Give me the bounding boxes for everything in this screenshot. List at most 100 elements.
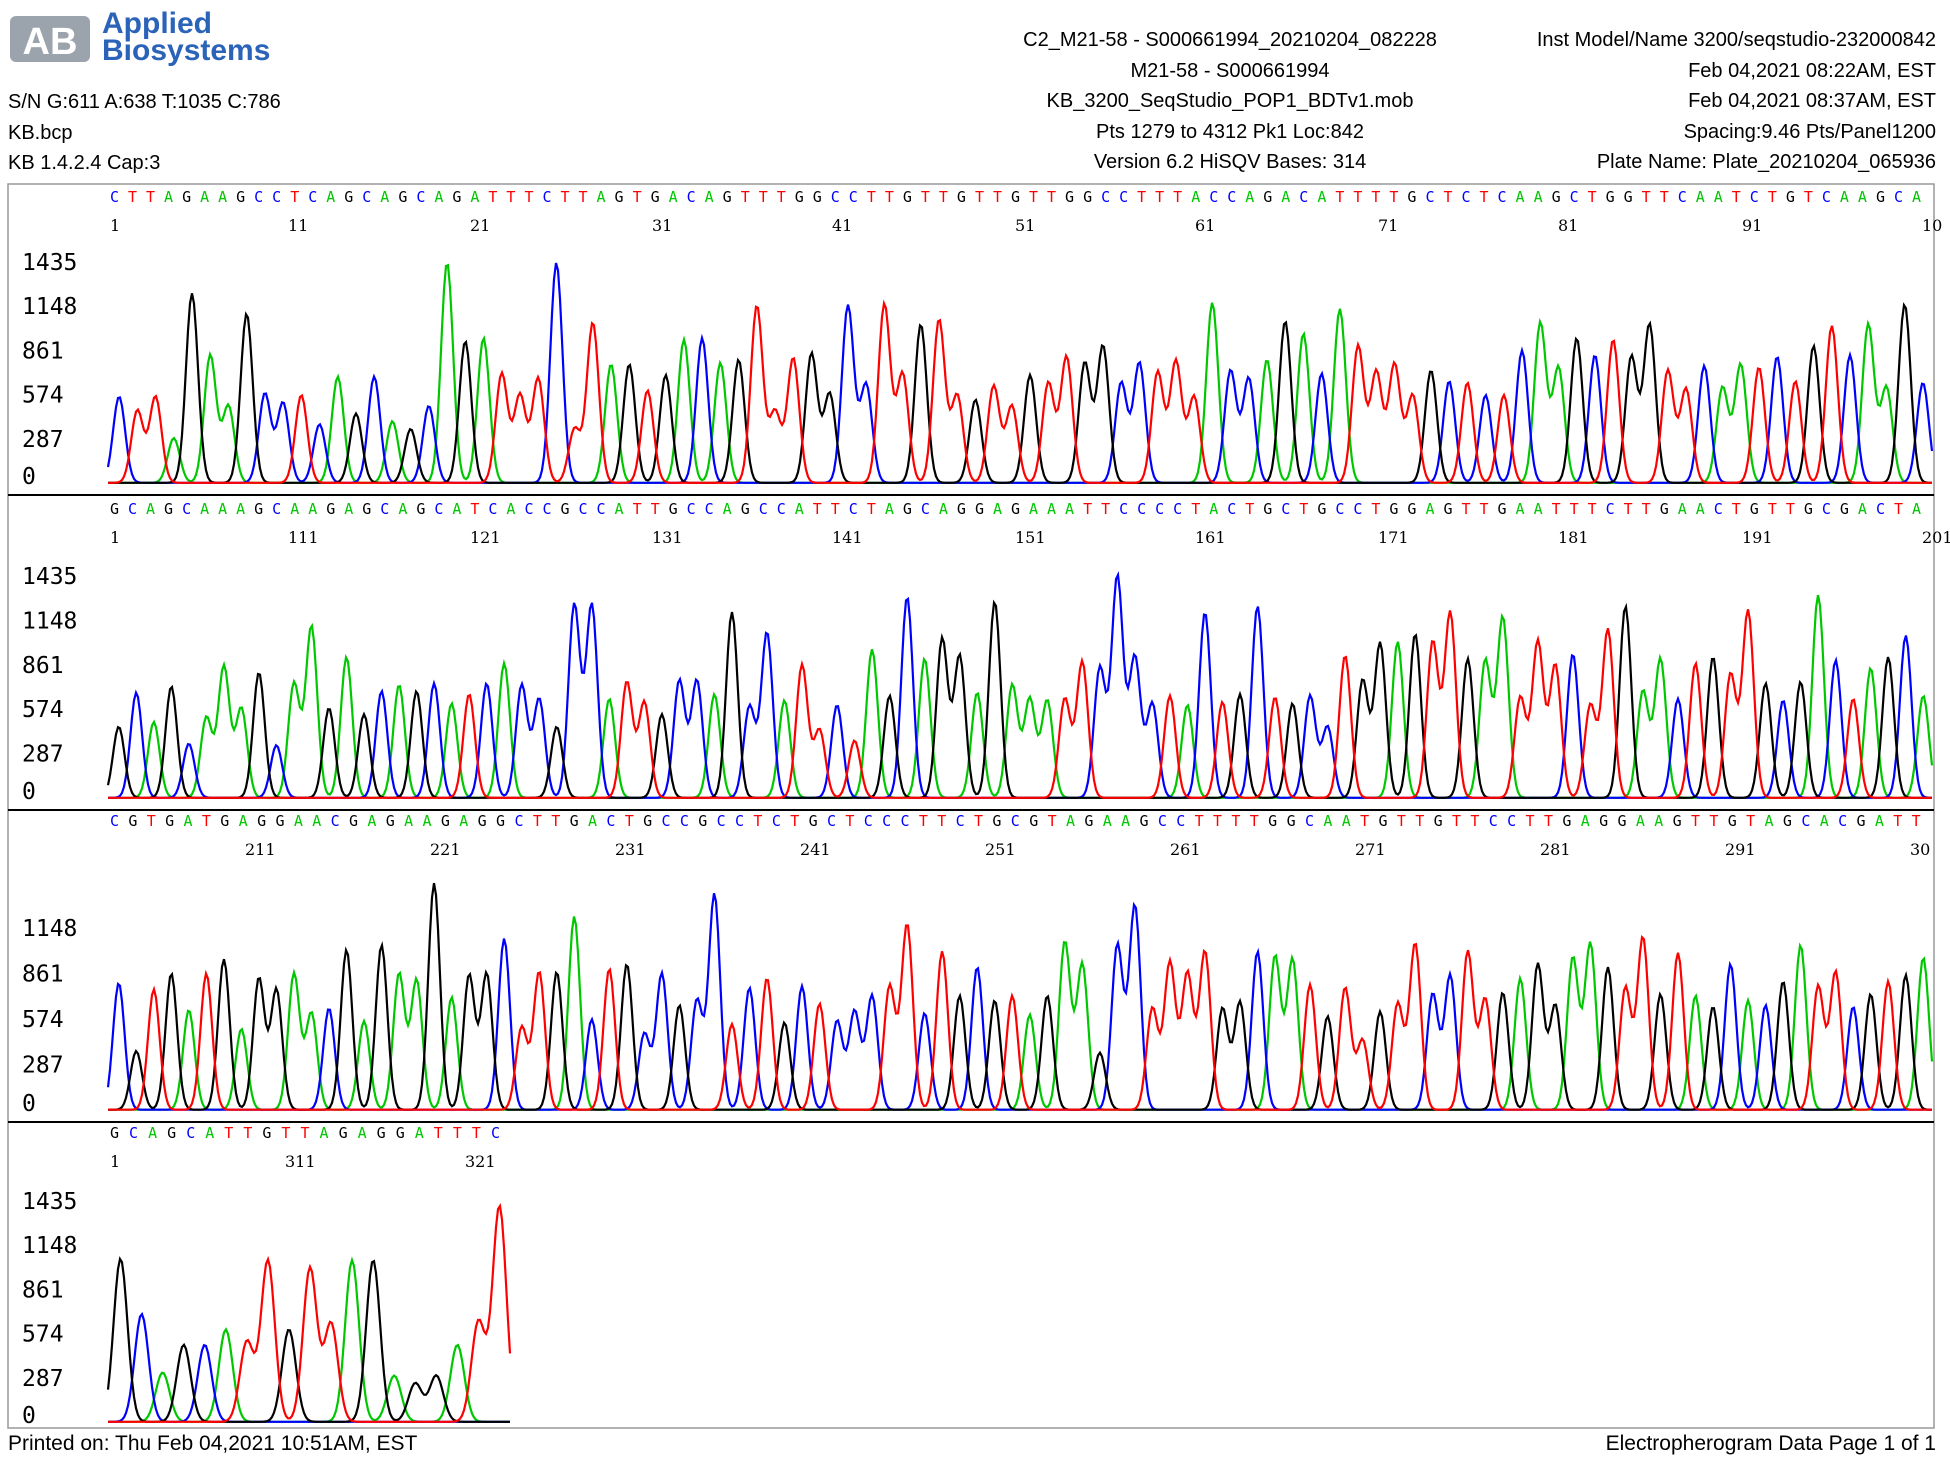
- base-call: T: [1642, 188, 1651, 206]
- base-call: A: [588, 812, 597, 830]
- base-call: A: [470, 188, 479, 206]
- base-call: T: [633, 500, 642, 518]
- position-tick-label: 181: [1558, 528, 1589, 547]
- base-call: T: [1732, 188, 1741, 206]
- base-call: A: [1516, 500, 1525, 518]
- trace-c: [108, 1311, 510, 1423]
- instrument-model: Inst Model/Name 3200/seqstudio-232000842: [1536, 29, 1936, 51]
- base-call: A: [597, 188, 606, 206]
- position-tick-label: 271: [1355, 840, 1386, 859]
- y-tick-label: 574: [22, 383, 64, 409]
- base-call: T: [741, 188, 750, 206]
- basecaller-file: KB.bcp: [8, 121, 73, 144]
- base-call: T: [1299, 500, 1308, 518]
- base-call: A: [1840, 188, 1849, 206]
- base-call: A: [358, 1124, 367, 1142]
- base-call: G: [386, 812, 395, 830]
- plot-frame: [7, 183, 1935, 1429]
- base-call: T: [790, 812, 799, 830]
- base-call: T: [1768, 188, 1777, 206]
- base-call: T: [147, 812, 156, 830]
- base-call: A: [993, 500, 1002, 518]
- base-call: C: [1714, 500, 1723, 518]
- base-call: A: [205, 1124, 214, 1142]
- base-call: T: [813, 500, 822, 518]
- base-call: C: [272, 188, 281, 206]
- trace-a: [108, 594, 1934, 799]
- y-tick-label: 1148: [22, 1233, 77, 1259]
- base-call: G: [1065, 188, 1074, 206]
- plate-name: Plate Name: Plate_20210204_065936: [1596, 151, 1936, 173]
- base-call: T: [1195, 812, 1204, 830]
- base-call: T: [921, 188, 930, 206]
- base-call: C: [1137, 500, 1146, 518]
- base-call: T: [867, 500, 876, 518]
- run-start-date: Feb 04,2021 08:22AM, EST: [1688, 59, 1936, 82]
- base-call: C: [777, 500, 786, 518]
- base-call: G: [452, 188, 461, 206]
- base-call: T: [1588, 188, 1597, 206]
- base-call: G: [1660, 500, 1669, 518]
- base-call: T: [651, 500, 660, 518]
- base-call: C: [331, 812, 340, 830]
- position-tick-label: 321: [465, 1152, 496, 1171]
- base-call: C: [1353, 500, 1362, 518]
- y-tick-label: 574: [22, 697, 64, 723]
- base-call: A: [164, 188, 173, 206]
- sample-file-name: C2_M21-58 - S000661994_20210204_082228: [1023, 29, 1437, 51]
- base-call: A: [1047, 500, 1056, 518]
- base-call: G: [1856, 812, 1865, 830]
- base-call: G: [1378, 812, 1387, 830]
- base-call: A: [885, 500, 894, 518]
- spacing-info: Spacing:9.46 Pts/Panel1200: [1683, 120, 1936, 143]
- base-call: T: [524, 188, 533, 206]
- base-call: G: [349, 812, 358, 830]
- base-call: A: [615, 500, 624, 518]
- base-call: G: [1617, 812, 1626, 830]
- base-call: A: [236, 500, 245, 518]
- y-tick-label: 574: [22, 1322, 64, 1348]
- base-call: C: [831, 188, 840, 206]
- base-call: T: [472, 1124, 481, 1142]
- base-call: C: [735, 812, 744, 830]
- base-call: A: [312, 812, 321, 830]
- base-call: G: [809, 812, 818, 830]
- base-call: T: [1642, 500, 1651, 518]
- base-call: A: [1714, 188, 1723, 206]
- base-call: A: [1317, 188, 1326, 206]
- base-call: A: [1636, 812, 1645, 830]
- base-call: T: [1893, 812, 1902, 830]
- base-call: G: [1840, 500, 1849, 518]
- base-call: T: [1804, 188, 1813, 206]
- base-call: A: [1191, 188, 1200, 206]
- base-call: C: [1876, 500, 1885, 518]
- signal-strength: S/N G:611 A:638 T:1035 C:786: [8, 91, 281, 113]
- position-tick-label: 81: [1558, 216, 1578, 235]
- base-call: C: [272, 500, 281, 518]
- base-call: A: [1765, 812, 1774, 830]
- base-call: T: [1029, 188, 1038, 206]
- base-call: C: [1606, 500, 1615, 518]
- y-tick-label: 1435: [22, 1189, 77, 1215]
- base-call: C: [921, 500, 930, 518]
- base-call: T: [753, 812, 762, 830]
- base-call: A: [669, 188, 678, 206]
- base-call: C: [662, 812, 671, 830]
- base-call: A: [1425, 500, 1434, 518]
- base-call: A: [939, 500, 948, 518]
- base-call: G: [478, 812, 487, 830]
- base-call: G: [1029, 812, 1038, 830]
- position-tick-label: 311: [285, 1152, 316, 1171]
- base-call: G: [795, 188, 804, 206]
- base-call: T: [867, 188, 876, 206]
- base-call: G: [1407, 500, 1416, 518]
- base-call: G: [669, 500, 678, 518]
- base-call: G: [1786, 188, 1795, 206]
- base-call: T: [625, 812, 634, 830]
- base-call: G: [903, 188, 912, 206]
- base-call: C: [110, 188, 119, 206]
- base-call: A: [200, 188, 209, 206]
- base-call: A: [1678, 500, 1687, 518]
- base-call: G: [236, 188, 245, 206]
